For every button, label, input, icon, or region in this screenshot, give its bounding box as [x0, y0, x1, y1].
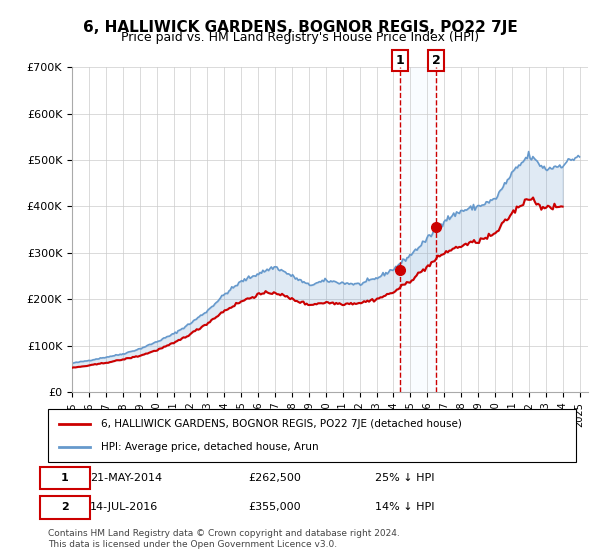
- Text: 6, HALLIWICK GARDENS, BOGNOR REGIS, PO22 7JE (detached house): 6, HALLIWICK GARDENS, BOGNOR REGIS, PO22…: [101, 419, 461, 429]
- Bar: [400, 67, 436, 392]
- Text: £355,000: £355,000: [248, 502, 301, 512]
- Text: 21-MAY-2014: 21-MAY-2014: [90, 473, 163, 483]
- Text: 6, HALLIWICK GARDENS, BOGNOR REGIS, PO22 7JE: 6, HALLIWICK GARDENS, BOGNOR REGIS, PO22…: [83, 20, 517, 35]
- FancyBboxPatch shape: [48, 409, 576, 462]
- FancyBboxPatch shape: [40, 466, 90, 489]
- Text: 14-JUL-2016: 14-JUL-2016: [90, 502, 158, 512]
- Text: Contains HM Land Registry data © Crown copyright and database right 2024.
This d: Contains HM Land Registry data © Crown c…: [48, 529, 400, 549]
- Text: £262,500: £262,500: [248, 473, 302, 483]
- Text: 2: 2: [432, 54, 440, 67]
- Text: 1: 1: [395, 54, 404, 67]
- Text: HPI: Average price, detached house, Arun: HPI: Average price, detached house, Arun: [101, 442, 319, 452]
- Text: Price paid vs. HM Land Registry's House Price Index (HPI): Price paid vs. HM Land Registry's House …: [121, 31, 479, 44]
- Text: 25% ↓ HPI: 25% ↓ HPI: [376, 473, 435, 483]
- Text: 14% ↓ HPI: 14% ↓ HPI: [376, 502, 435, 512]
- Text: 2: 2: [61, 502, 69, 512]
- FancyBboxPatch shape: [40, 496, 90, 519]
- Text: 1: 1: [61, 473, 69, 483]
